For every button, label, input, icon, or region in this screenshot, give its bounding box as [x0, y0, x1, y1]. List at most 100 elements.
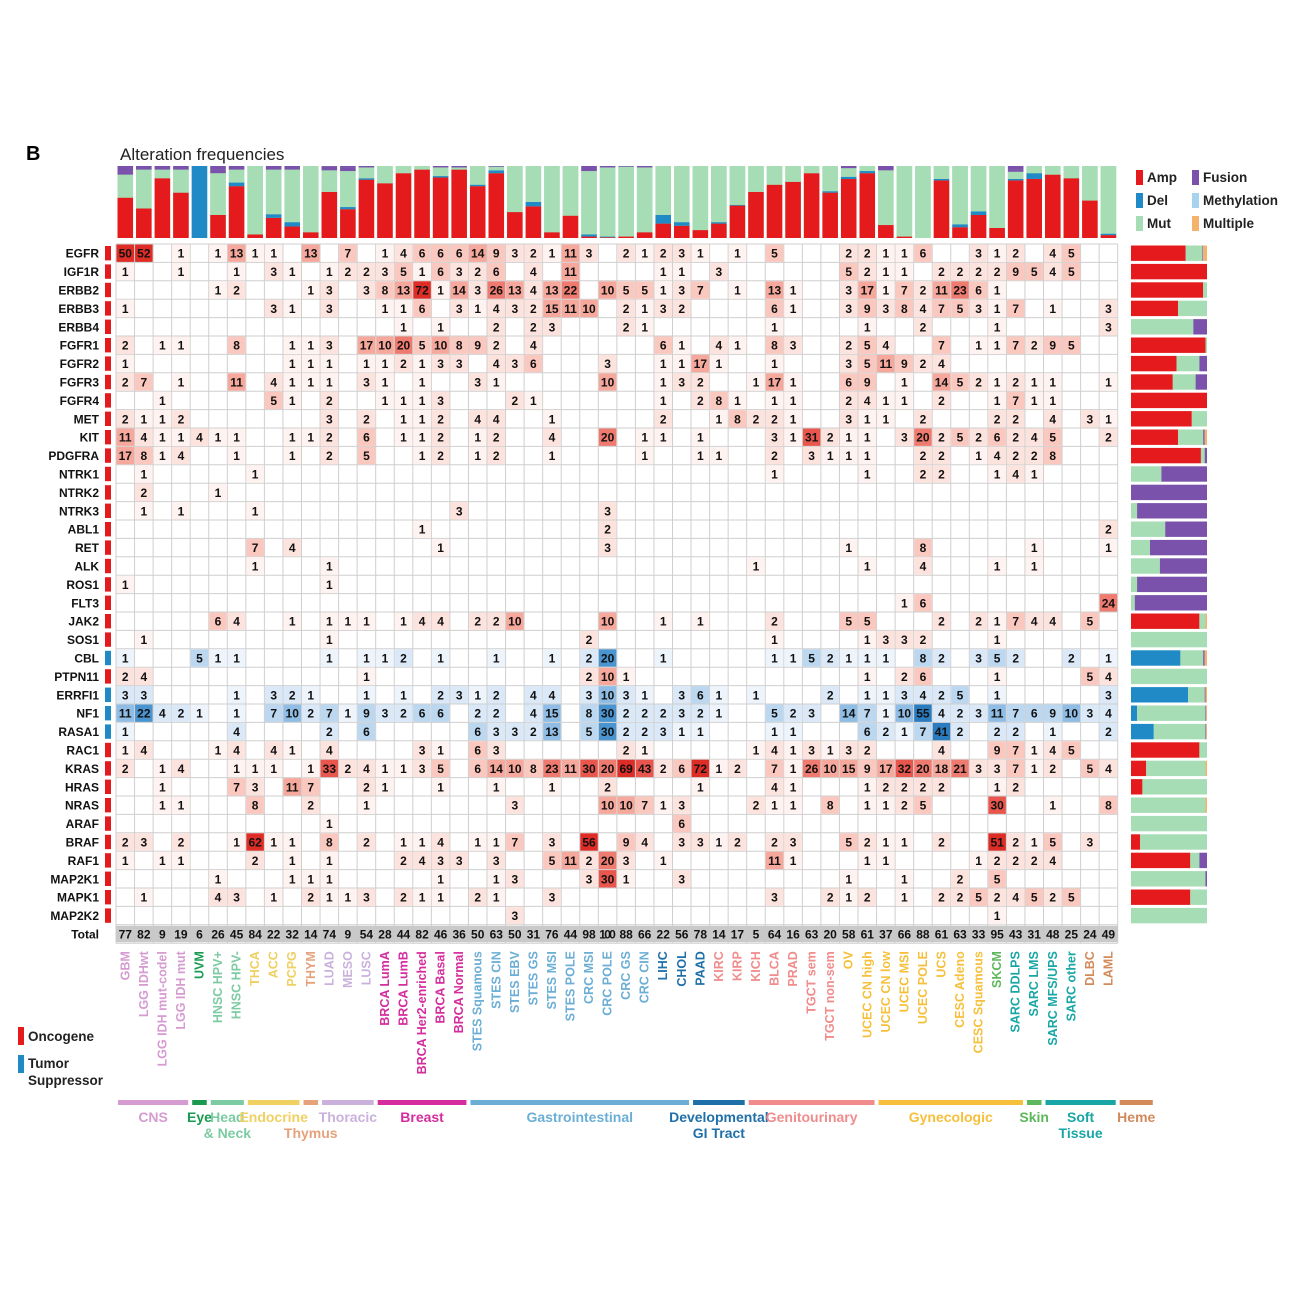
heatmap-cells: 50 52 1 1 13 1 1 13 7 1 4 6 6 6 14 9 3 2 1 11 3 2 1 2 3 1 1 5 2 2 1 1 6 3…	[116, 244, 1118, 925]
heatmap-cell	[413, 888, 431, 906]
cell-value: 1	[549, 652, 556, 666]
cell-value: 1	[1031, 376, 1038, 390]
cell-value: 2	[901, 670, 908, 684]
top-bar-amp	[303, 232, 319, 238]
heatmap-cell	[932, 262, 951, 281]
top-bar-mut	[692, 166, 709, 231]
heatmap-cell	[969, 649, 988, 667]
column-label: LUSC	[359, 951, 373, 985]
cell-value: 7	[641, 799, 648, 813]
cell-value: 2	[882, 725, 889, 739]
heatmap-cell	[524, 391, 543, 410]
top-bar-mut	[377, 166, 393, 184]
heatmap-cell	[747, 686, 765, 704]
cell-value: 2	[697, 376, 704, 390]
cell-value: 1	[400, 431, 407, 445]
heatmap-cell	[283, 612, 301, 630]
cell-value: 2	[623, 744, 630, 758]
cell-value: 1	[363, 670, 370, 684]
heatmap-cell	[654, 373, 672, 391]
cell-value: 1	[901, 394, 908, 408]
cell-value: 1	[678, 265, 685, 279]
side-bar-fusion	[1199, 355, 1207, 372]
cell-value: 1	[493, 872, 500, 886]
cell-value: 5	[771, 247, 778, 261]
heatmap-cell	[376, 759, 394, 778]
cell-value: 3	[790, 836, 797, 850]
heatmap-cell	[951, 686, 969, 704]
gene-role-marker	[105, 908, 111, 923]
heatmap-cell	[1025, 741, 1043, 759]
cell-value: 3	[474, 284, 481, 298]
cell-value: 7	[920, 725, 927, 739]
side-bar-fusion	[1202, 245, 1204, 261]
side-bar-mut	[1131, 797, 1206, 813]
heatmap-cell	[969, 704, 988, 722]
cell-value: 1	[790, 725, 797, 739]
heatmap-cell	[1044, 244, 1062, 262]
cell-value: 2	[938, 449, 945, 463]
heatmap-cell	[376, 262, 394, 281]
heatmap-cell	[468, 262, 487, 281]
heatmap-cell	[1099, 594, 1118, 612]
heatmap-cell	[264, 741, 283, 759]
heatmap-cell	[877, 391, 895, 410]
heatmap-cell	[858, 722, 877, 741]
top-bar-del	[840, 176, 857, 179]
heatmap-cell	[691, 722, 710, 741]
group-label: Endocrine	[239, 1109, 308, 1125]
cell-value: 1	[215, 652, 222, 666]
heatmap-cell	[431, 704, 450, 722]
heatmap-cell	[431, 538, 450, 557]
heatmap-cell	[357, 704, 376, 722]
heatmap-cell	[190, 704, 209, 722]
side-bar-amp	[1131, 779, 1143, 795]
cell-value: 6	[530, 357, 537, 371]
cell-value: 1	[697, 449, 704, 463]
cell-value: 7	[1012, 339, 1019, 353]
gene-label: ERBB4	[58, 320, 99, 334]
column-label: ACC	[267, 951, 281, 978]
heatmap-cell	[895, 778, 914, 796]
legend-swatch-fusion	[1192, 170, 1199, 185]
column-label: MESO	[341, 951, 355, 988]
heatmap-cell	[914, 244, 932, 262]
side-bar-amp	[1131, 337, 1206, 353]
heatmap-cell	[394, 649, 413, 667]
top-bar-del	[1007, 178, 1024, 181]
heatmap-cell	[413, 336, 431, 354]
cell-value: 1	[975, 854, 982, 868]
cell-value: 2	[400, 854, 407, 868]
heatmap-cell	[468, 244, 487, 262]
heatmap-cell	[357, 796, 376, 814]
heatmap-cell	[1025, 612, 1043, 630]
cell-value: 33	[323, 762, 337, 776]
total-value: 49	[1102, 928, 1116, 942]
heatmap-cell	[264, 686, 283, 704]
side-bar-amp	[1131, 300, 1179, 317]
heatmap-cell	[357, 410, 376, 428]
cell-value: 4	[530, 688, 537, 702]
cell-value: 1	[437, 872, 444, 886]
cell-value: 1	[493, 652, 500, 666]
heatmap-cell	[580, 759, 598, 778]
heatmap-cell	[320, 354, 339, 373]
cell-value: 9	[1049, 339, 1056, 353]
cell-value: 3	[1105, 688, 1112, 702]
total-value: 50	[508, 928, 522, 942]
cell-value: 2	[326, 394, 333, 408]
heatmap-cell	[858, 318, 877, 336]
cell-value: 1	[790, 799, 797, 813]
cell-value: 2	[326, 449, 333, 463]
heatmap-cell	[765, 244, 784, 262]
gene-label: HRAS	[65, 780, 99, 794]
heatmap-cell	[654, 796, 672, 814]
heatmap-cell	[209, 870, 227, 888]
heatmap-cell	[116, 722, 135, 741]
heatmap-cell	[673, 686, 691, 704]
heatmap-cell	[877, 410, 895, 428]
heatmap-cell	[413, 833, 431, 851]
cell-value: 7	[1012, 615, 1019, 629]
cell-value: 2	[938, 394, 945, 408]
heatmap-cell	[765, 888, 784, 906]
